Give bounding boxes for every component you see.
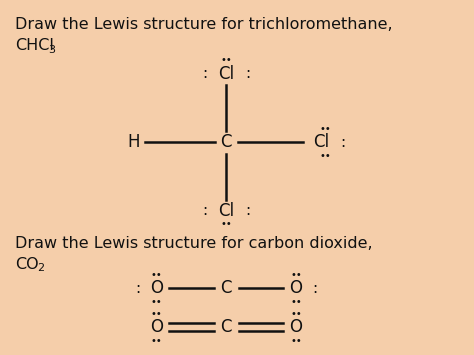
Text: ••: •• (290, 270, 302, 280)
Text: Cl: Cl (219, 202, 235, 220)
Text: :: : (202, 66, 207, 81)
Text: O: O (290, 279, 302, 297)
Text: 2: 2 (37, 263, 45, 273)
Text: :: : (202, 203, 207, 218)
Text: ••: •• (151, 270, 163, 280)
Text: Cl: Cl (219, 65, 235, 83)
Text: C: C (220, 133, 232, 151)
Text: H: H (128, 133, 140, 151)
Text: ••: •• (319, 151, 331, 161)
Text: :: : (340, 135, 345, 150)
Text: O: O (290, 318, 302, 336)
Text: ••: •• (151, 309, 163, 319)
Text: ••: •• (220, 219, 232, 229)
Text: ••: •• (290, 297, 302, 307)
Text: :: : (135, 281, 140, 296)
Text: ••: •• (290, 335, 302, 345)
Text: 3: 3 (49, 45, 55, 55)
Text: :: : (246, 203, 251, 218)
Text: O: O (150, 279, 163, 297)
Text: Draw the Lewis structure for carbon dioxide,: Draw the Lewis structure for carbon diox… (15, 236, 373, 251)
Text: ••: •• (319, 124, 331, 134)
Text: C: C (220, 279, 232, 297)
Text: ••: •• (151, 335, 163, 345)
Text: C: C (220, 318, 232, 336)
Text: ••: •• (220, 55, 232, 65)
Text: :: : (246, 66, 251, 81)
Text: ••: •• (151, 297, 163, 307)
Text: O: O (150, 318, 163, 336)
Text: ••: •• (290, 309, 302, 319)
Text: :: : (312, 281, 318, 296)
Text: Draw the Lewis structure for trichloromethane,: Draw the Lewis structure for trichlorome… (15, 17, 392, 32)
Text: CHCl: CHCl (15, 38, 54, 53)
Text: Cl: Cl (313, 133, 329, 151)
Text: CO: CO (15, 257, 38, 272)
